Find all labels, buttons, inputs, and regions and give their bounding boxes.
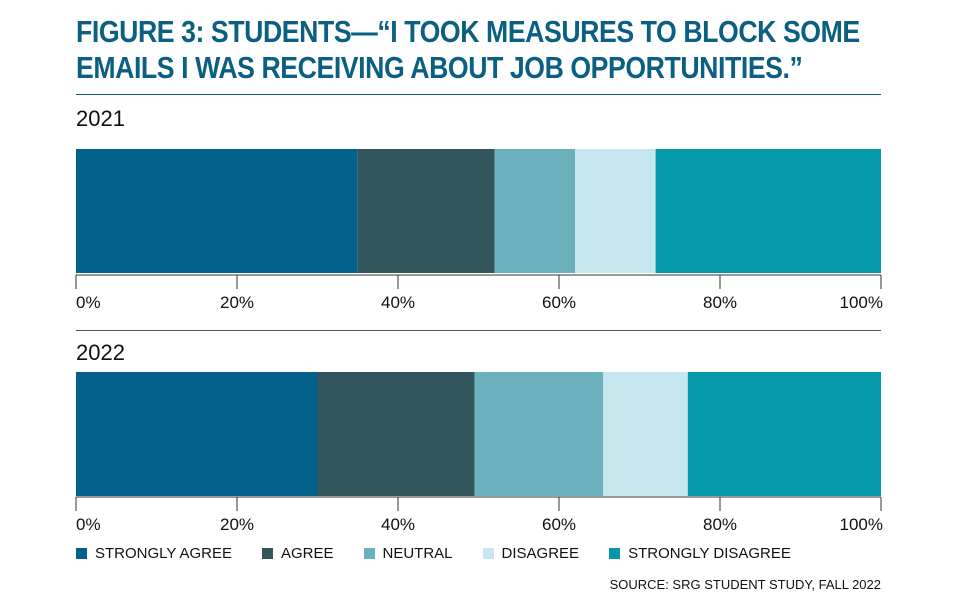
x-tick-label: 40% [381, 515, 415, 534]
legend-label: STRONGLY DISAGREE [628, 545, 791, 562]
chart-legend: STRONGLY AGREE AGREE NEUTRAL DISAGREE STRONG… [76, 545, 791, 562]
legend-swatch [609, 548, 621, 559]
bar-2021-neutral [494, 149, 576, 273]
legend-swatch [363, 548, 375, 559]
legend-label: NEUTRAL [382, 545, 453, 562]
x-tick-label: 80% [703, 293, 737, 312]
chart-title: FIGURE 3: STUDENTS—“I TOOK MEASURES TO B… [76, 14, 860, 86]
section-divider [76, 330, 881, 331]
bar-2021-disagree [575, 149, 656, 273]
year-label-2021: 2021 [76, 106, 125, 131]
x-tick-label: 60% [542, 293, 576, 312]
bar-2022-neutral [474, 372, 604, 496]
x-tick-label: 100% [840, 515, 883, 534]
legend-label: DISAGREE [501, 545, 580, 562]
legend-item-agree: AGREE [262, 545, 334, 562]
chart-title-line-2: EMAILS I WAS RECEIVING ABOUT JOB OPPORTU… [76, 50, 803, 85]
chart-title-line-1: FIGURE 3: STUDENTS—“I TOOK MEASURES TO B… [76, 14, 860, 49]
legend-swatch [482, 548, 494, 559]
x-tick-label: 60% [542, 515, 576, 534]
legend-label: AGREE [281, 545, 334, 562]
bar-2021-strongly-disagree [655, 149, 881, 273]
x-tick-label: 0% [76, 293, 101, 312]
bar-2022-agree [317, 372, 475, 496]
bar-2021-strongly-agree [76, 149, 358, 273]
x-tick-label: 20% [220, 293, 254, 312]
legend-item-strongly-agree: STRONGLY AGREE [76, 545, 232, 562]
bar-2022-disagree [603, 372, 688, 496]
source-note: SOURCE: SRG STUDENT STUDY, FALL 2022 [609, 577, 881, 592]
bar-2022-strongly-agree [76, 372, 318, 496]
x-tick-label: 40% [381, 293, 415, 312]
x-tick-label: 100% [840, 293, 883, 312]
legend-item-neutral: NEUTRAL [363, 545, 453, 562]
axes-layer: 0% 20% 40% 60% 80% 100% 0% 20% 40% 60% 80% 100% [75, 274, 883, 534]
legend-swatch [262, 548, 273, 559]
year-label-2022: 2022 [76, 340, 125, 365]
x-tick-label: 20% [220, 515, 254, 534]
legend-item-strongly-disagree: STRONGLY DISAGREE [609, 545, 791, 562]
bars-layer [76, 149, 881, 496]
x-tick-label: 0% [76, 515, 101, 534]
title-divider [76, 94, 881, 95]
legend-item-disagree: DISAGREE [482, 545, 580, 562]
legend-label: STRONGLY AGREE [95, 545, 232, 562]
bar-2021-agree [357, 149, 495, 273]
bar-2022-strongly-disagree [687, 372, 881, 496]
legend-swatch [76, 548, 87, 559]
x-tick-label: 80% [703, 515, 737, 534]
